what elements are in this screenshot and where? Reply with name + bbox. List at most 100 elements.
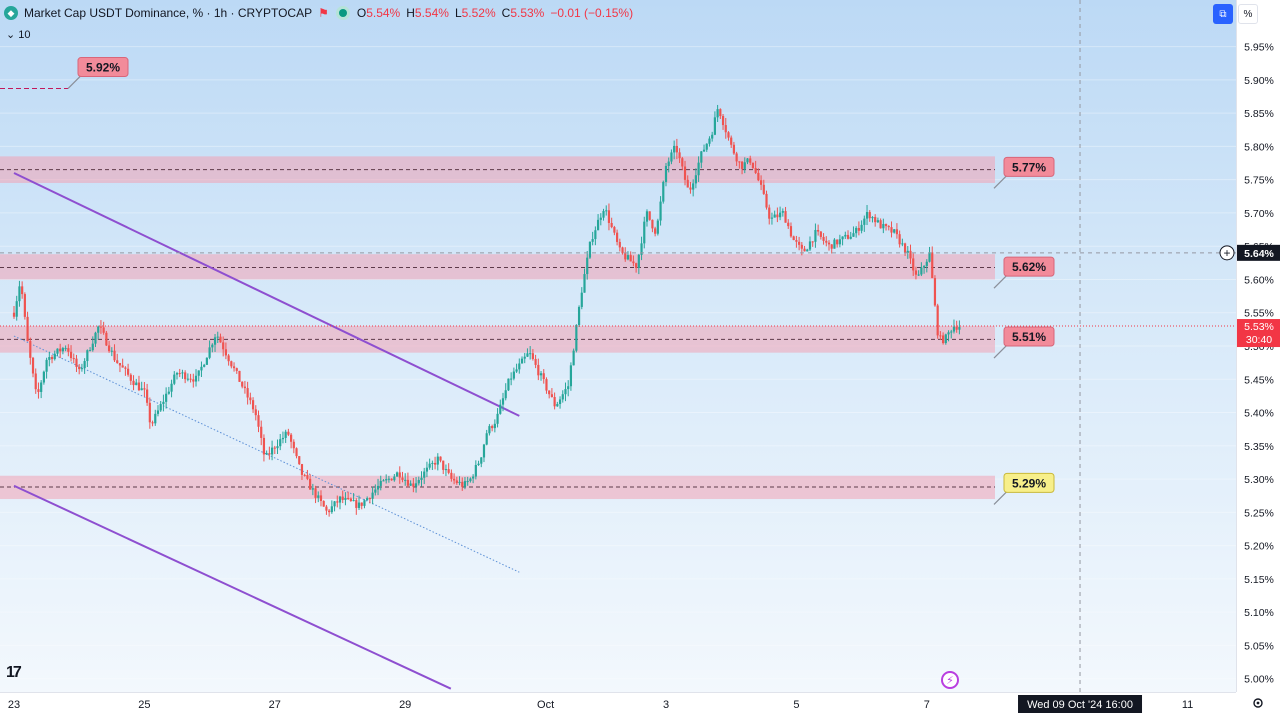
candle-body: [135, 382, 138, 386]
candle-body: [260, 426, 263, 438]
symbol-title[interactable]: Market Cap USDT Dominance, % · 1h · CRYP…: [24, 6, 313, 20]
level-callout-box: [77, 57, 129, 78]
candle-body: [352, 500, 355, 502]
candle-body: [251, 400, 255, 410]
price-chart[interactable]: 5.92% 5.77% 5.62% 5.51% 5.29% +: [0, 0, 1236, 692]
time-axis[interactable]: 23 25 27 29 Oct 3 5 7 11 Wed 09 Oct '24 16:00: [0, 692, 1236, 715]
candle-body: [705, 143, 708, 150]
ohlc-open: O5.54%: [356, 6, 401, 20]
candle-body: [466, 481, 469, 483]
candle-body: [876, 220, 879, 223]
candle-body: [667, 161, 670, 166]
candle-body: [857, 227, 860, 231]
candle-body: [759, 180, 763, 185]
chevron-down-icon[interactable]: ⌄: [6, 29, 16, 41]
lightning-icon[interactable]: ⚡: [941, 671, 959, 689]
candle-body: [390, 478, 393, 481]
candle-body: [178, 373, 181, 375]
crosshair-time-badge: [1018, 695, 1143, 713]
level-callout-box: [1003, 156, 1055, 177]
crosshair-time-label: Wed 09 Oct '24 16:00: [1027, 699, 1133, 711]
candle-body: [453, 478, 456, 481]
candle-body: [379, 480, 382, 486]
candle-body: [371, 492, 374, 499]
candle-body: [203, 364, 206, 367]
candle-body: [88, 350, 92, 352]
candle-body: [12, 312, 16, 317]
candle-body: [556, 404, 559, 407]
candle-body: [689, 187, 692, 190]
candle-body: [515, 369, 518, 372]
price-tick-label: 5.95%: [1244, 42, 1274, 54]
candle-body: [577, 306, 581, 325]
candle-body: [439, 456, 442, 461]
candle-body: [833, 239, 836, 249]
candle-body: [165, 393, 168, 402]
candle-body: [754, 167, 757, 173]
auto-scale-icon: ⧉: [1219, 8, 1227, 20]
price-tick-label: 5.35%: [1244, 441, 1274, 453]
candle-body: [26, 316, 29, 342]
candle-body: [795, 240, 798, 242]
percent-scale-button[interactable]: %: [1238, 4, 1258, 24]
candle-body: [863, 218, 866, 225]
candle-body: [659, 201, 662, 221]
last-price-badge: [1237, 319, 1280, 348]
candle-body: [591, 239, 594, 242]
candle-body: [735, 153, 738, 162]
candle-body: [645, 211, 649, 222]
tradingview-logo-icon[interactable]: 17: [6, 664, 22, 681]
settings-icon[interactable]: [1236, 692, 1280, 714]
candle-body: [681, 158, 684, 167]
countdown-label: 30:40: [1246, 334, 1272, 346]
candle-body: [53, 353, 56, 360]
candle-body: [170, 383, 173, 392]
candle-body: [330, 506, 333, 513]
candle-body: [711, 134, 714, 139]
candle-body: [675, 145, 678, 153]
candle-body: [879, 220, 882, 229]
candle-body: [311, 488, 314, 490]
candle-body: [803, 248, 806, 252]
candle-body: [197, 370, 200, 376]
trendline: [13, 484, 452, 690]
candle-body: [298, 456, 301, 465]
candle-body: [939, 335, 942, 337]
candle-body: [116, 360, 119, 363]
candle-body: [510, 378, 513, 380]
candle-body: [75, 358, 78, 367]
candle-body: [721, 116, 725, 126]
candle-body: [94, 332, 97, 344]
candle-body: [537, 364, 540, 376]
candle-body: [632, 261, 635, 264]
candle-body: [200, 366, 203, 371]
candle-body: [727, 132, 730, 138]
ohlc-close: C5.53%: [501, 6, 545, 20]
candle-body: [140, 388, 143, 391]
candle-body: [569, 365, 573, 387]
candle-body: [678, 152, 681, 159]
candle-body: [213, 337, 217, 345]
candle-body: [849, 236, 852, 239]
candle-body: [596, 219, 600, 231]
market-status-icon[interactable]: [338, 9, 347, 17]
candle-body: [526, 353, 529, 357]
candle-body: [262, 437, 266, 455]
candle-body: [901, 243, 904, 245]
candle-body: [496, 413, 499, 424]
candle-body: [314, 488, 317, 498]
price-axis[interactable]: 5.95%5.90%5.85%5.80%5.75%5.70%5.65%5.60%…: [1236, 0, 1280, 692]
time-tick-label: 7: [924, 699, 930, 711]
chart-plot-area[interactable]: 5.92% 5.77% 5.62% 5.51% 5.29% +: [0, 0, 1236, 692]
auto-scale-button[interactable]: ⧉: [1213, 4, 1233, 24]
candle-body: [336, 501, 339, 503]
flag-icon[interactable]: ⚑: [318, 6, 329, 20]
candle-body: [697, 162, 700, 176]
candle-body: [148, 402, 151, 423]
candle-body: [648, 211, 651, 220]
candle-body: [719, 109, 722, 117]
candle-body: [273, 447, 276, 449]
indicator-row[interactable]: ⌄ 10: [6, 28, 31, 41]
candle-body: [890, 227, 893, 233]
crosshair-price-badge: [1237, 244, 1280, 261]
